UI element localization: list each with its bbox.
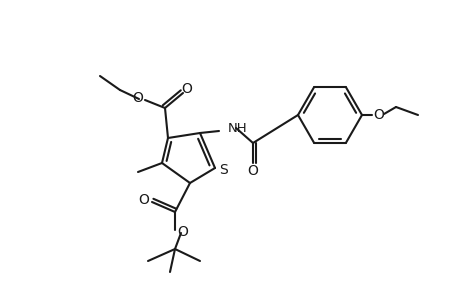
Text: O: O	[132, 91, 143, 105]
Text: O: O	[138, 193, 149, 207]
Text: S: S	[219, 163, 228, 177]
Text: O: O	[247, 164, 258, 178]
Text: O: O	[177, 225, 188, 239]
Text: NH: NH	[228, 122, 247, 134]
Text: O: O	[181, 82, 192, 96]
Text: O: O	[373, 108, 384, 122]
